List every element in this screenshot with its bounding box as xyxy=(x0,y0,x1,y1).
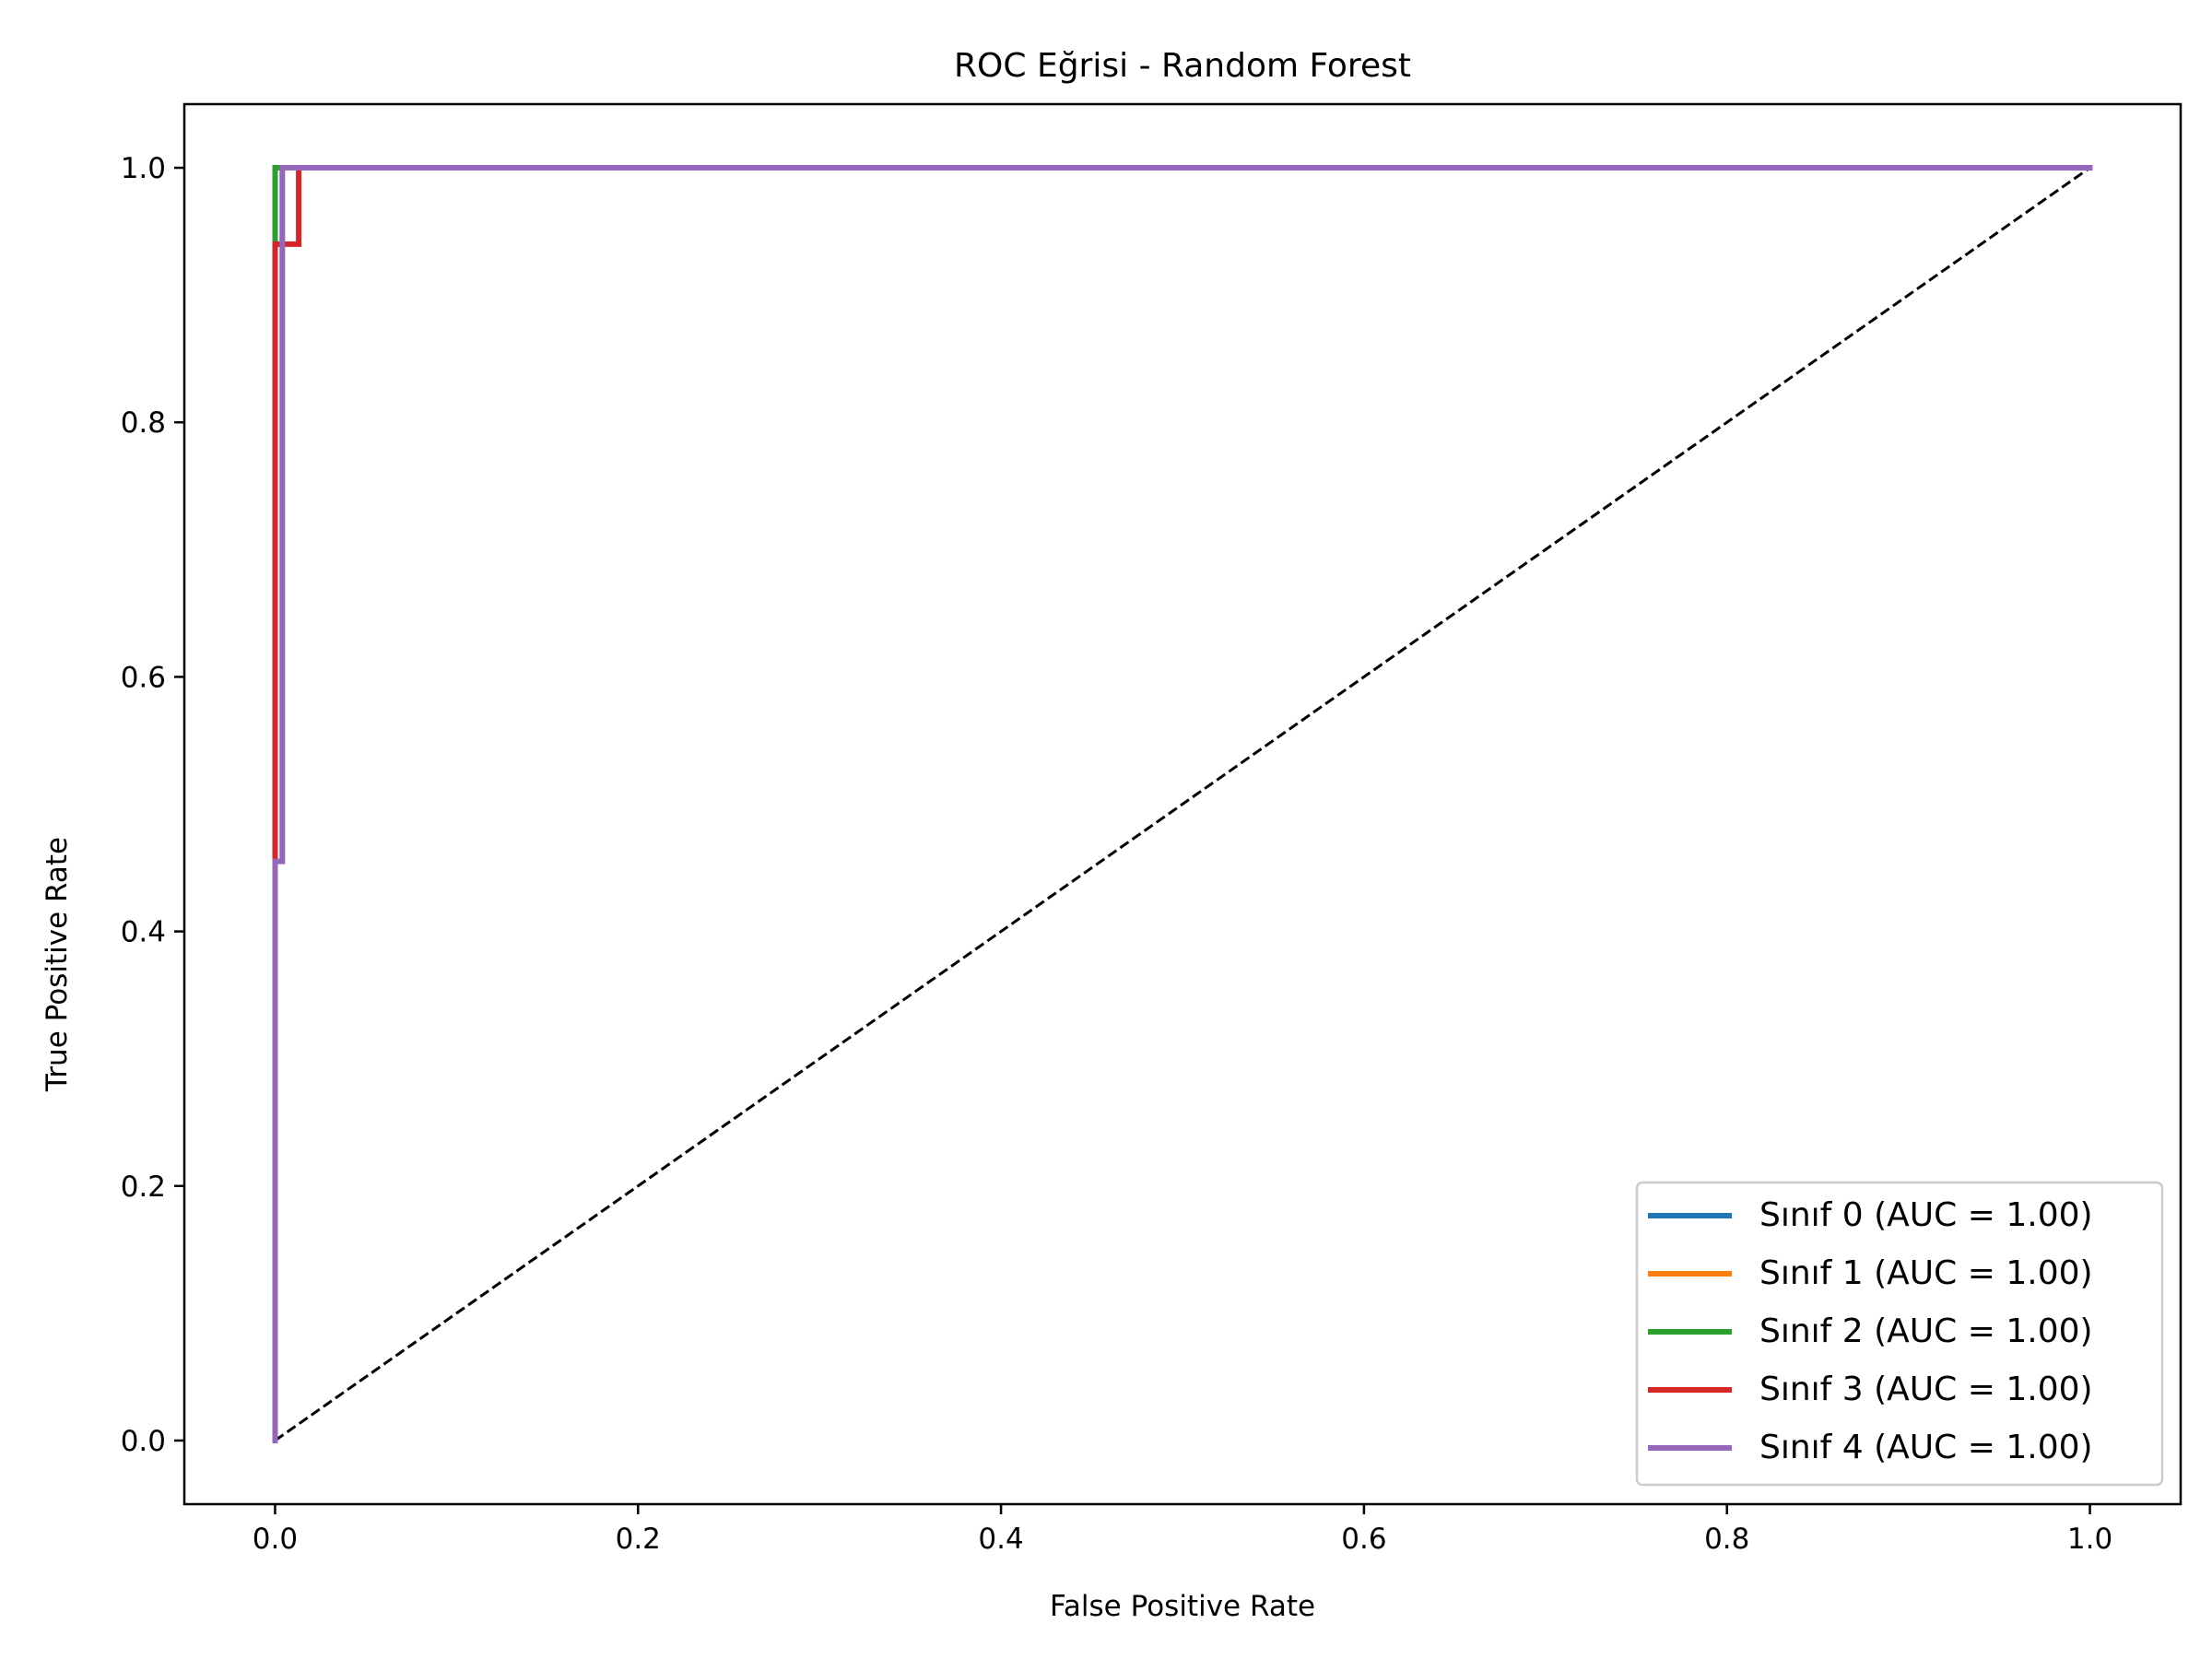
x-tick-label: 0.8 xyxy=(1704,1523,1749,1556)
x-tick-label: 0.0 xyxy=(253,1523,298,1556)
y-tick-label: 0.6 xyxy=(121,661,166,694)
x-tick-label: 0.4 xyxy=(978,1523,1023,1556)
legend-box xyxy=(1635,1181,2164,1487)
legend-label-2: Sınıf 2 (AUC = 1.00) xyxy=(1759,1312,2093,1350)
axes-frame xyxy=(182,102,2183,1506)
y-axis-label: True Positive Rate xyxy=(41,837,74,1092)
legend-label-4: Sınıf 4 (AUC = 1.00) xyxy=(1759,1429,2093,1466)
y-tick-label: 0.0 xyxy=(121,1425,166,1458)
x-axis-label: False Positive Rate xyxy=(1050,1590,1315,1623)
reference-diagonal-line xyxy=(274,166,2091,1442)
y-tick-label: 0.4 xyxy=(121,916,166,949)
series-line-4 xyxy=(272,165,2093,1443)
legend: Sınıf 0 (AUC = 1.00) Sınıf 1 (AUC = 1.00)… xyxy=(1635,1181,2164,1487)
y-tick-label: 0.8 xyxy=(121,406,166,440)
plot-area: 0.0 0.2 0.4 0.6 0.8 1.0 0.0 0.2 0.4 0.6 0.8 1.0 xyxy=(121,102,2183,1556)
chart-title: ROC Eğrisi - Random Forest xyxy=(954,47,1411,85)
x-tick-label: 0.6 xyxy=(1341,1523,1386,1556)
legend-label-0: Sınıf 0 (AUC = 1.00) xyxy=(1759,1196,2093,1234)
y-tick-label: 0.2 xyxy=(121,1171,166,1204)
legend-label-1: Sınıf 1 (AUC = 1.00) xyxy=(1759,1254,2093,1292)
x-tick-label: 0.2 xyxy=(616,1523,661,1556)
y-tick-label: 1.0 xyxy=(121,152,166,185)
x-tick-label: 1.0 xyxy=(2067,1523,2112,1556)
legend-label-3: Sınıf 3 (AUC = 1.00) xyxy=(1759,1371,2093,1408)
